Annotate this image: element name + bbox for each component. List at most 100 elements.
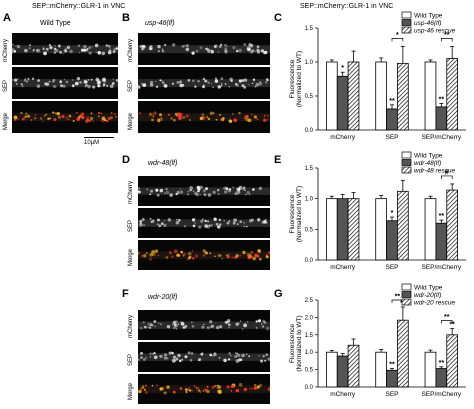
panel-label-a: A — [3, 12, 11, 24]
significance-label: ** — [439, 213, 445, 220]
bar — [446, 58, 459, 131]
panel-label-d: D — [122, 154, 130, 166]
significance-label: ** — [389, 98, 395, 105]
significance-label: ** — [439, 96, 445, 103]
bar — [435, 368, 448, 388]
right-figure-title: SEP::mCherry::GLR-1 in VNC — [300, 3, 394, 10]
chart-c: 0.0 0.5 1.0 1.5 Fluorescence (Normalized to W… — [289, 11, 466, 141]
panel-d-title: wdr-48(lf) — [148, 160, 178, 167]
x-tick-label: SEP — [385, 264, 398, 271]
micrograph-strip — [12, 101, 118, 133]
significance-label: ** — [439, 360, 445, 367]
micrograph-strip — [138, 374, 270, 404]
left-figure-title: SEP::mCherry::GLR-1 in VNC — [32, 3, 126, 10]
micrograph-strip — [12, 67, 118, 99]
bar — [435, 106, 448, 131]
significance-label: ** — [444, 32, 450, 39]
row-label-merge: Merge — [128, 112, 134, 130]
bar — [424, 61, 437, 131]
chart-g: 0.0 0.5 1.0 1.5 2.0 2.5 Fluorescence (Normalize… — [289, 283, 466, 398]
significance-label: * — [341, 65, 344, 72]
legend-swatch — [401, 298, 412, 306]
bar — [325, 198, 338, 261]
bar — [336, 355, 349, 388]
row-label-merge: Merge — [3, 112, 9, 130]
micrograph-strip — [138, 176, 270, 206]
bar — [386, 108, 398, 131]
bar — [347, 61, 360, 131]
legend-swatch — [401, 11, 412, 19]
bar — [347, 344, 360, 388]
y-tick-label: 1.0 — [305, 60, 314, 66]
legend-swatch — [401, 166, 412, 174]
significance-bracket — [440, 320, 453, 324]
legend-swatch — [401, 151, 412, 159]
bar — [435, 222, 448, 261]
y-axis-label: Fluorescence — [289, 59, 296, 98]
bar — [397, 190, 409, 261]
micrograph-strip — [138, 310, 270, 340]
significance-label: ** — [444, 314, 450, 321]
x-tick-label: SEP/mCherry — [421, 264, 461, 271]
micrograph-strip — [138, 33, 270, 65]
row-label-merge: Merge — [128, 248, 134, 266]
x-tick-label: mCherry — [330, 134, 356, 141]
panel-label-f: F — [122, 288, 129, 300]
significance-bracket — [440, 38, 453, 42]
y-axis-label: Fluorescence — [289, 194, 296, 233]
bar — [375, 198, 387, 261]
legend-label: usp-46 rescue — [414, 28, 456, 35]
micrograph-strip — [138, 67, 270, 99]
significance-label: # — [445, 169, 449, 176]
significance-label: * — [391, 210, 394, 217]
bar — [336, 198, 349, 261]
bar — [397, 319, 409, 388]
bar — [386, 369, 398, 388]
legend-swatch — [401, 283, 412, 291]
y-tick-label: 0.5 — [305, 227, 314, 233]
bar — [446, 189, 459, 261]
row-label-merge: Merge — [128, 382, 134, 400]
bar — [347, 198, 360, 261]
x-tick-label: SEP/mCherry — [421, 134, 461, 141]
y-tick-label: 1.0 — [305, 350, 314, 356]
legend-swatch — [401, 159, 412, 166]
panel-label-g: G — [274, 288, 283, 300]
bar — [325, 351, 338, 388]
bar — [424, 198, 437, 261]
y-tick-label: 0.5 — [305, 368, 314, 374]
x-tick-label: SEP — [385, 391, 398, 398]
micrograph-strip — [138, 208, 270, 238]
x-tick-label: SEP/mCherry — [421, 391, 461, 398]
legend-label: wdr-20(lf) — [414, 292, 441, 299]
micrograph-strip — [138, 240, 270, 270]
row-label-sep: SEP — [3, 79, 9, 92]
micrograph-strip — [138, 101, 270, 133]
legend-label: Wild Type — [414, 153, 443, 160]
row-label-sep: SEP — [128, 79, 134, 92]
chart-e: 0.0 0.5 1.0 1.5 Fluorescence (Normalized to W… — [289, 151, 466, 271]
legend-label: wdr-48(lf) — [414, 160, 441, 167]
y-tick-label: 0.0 — [305, 385, 314, 391]
panel-b-title: usp-46(lf) — [145, 20, 175, 27]
y-tick-label: 0.0 — [305, 258, 314, 264]
x-tick-label: mCherry — [330, 391, 356, 398]
panel-f-title: wdr-20(lf) — [148, 294, 178, 301]
bar — [375, 351, 387, 388]
significance-bracket — [391, 38, 404, 42]
y-tick-label: 2.5 — [305, 298, 314, 304]
y-tick-label: 1.5 — [305, 333, 314, 339]
scale-bar-label: 10μM — [84, 140, 100, 146]
scale-bar — [84, 137, 114, 138]
legend-swatch — [401, 26, 412, 34]
y-tick-label: 1.0 — [305, 197, 314, 203]
row-label-sep: SEP — [128, 353, 134, 366]
bar — [375, 61, 387, 131]
significance-label: ** — [395, 294, 401, 301]
bar — [397, 62, 409, 131]
y-axis-label: (Normalized to WT) — [296, 51, 303, 107]
micrograph-strip — [12, 33, 118, 65]
y-axis-label: Fluorescence — [289, 324, 296, 363]
legend-swatch — [401, 19, 412, 26]
